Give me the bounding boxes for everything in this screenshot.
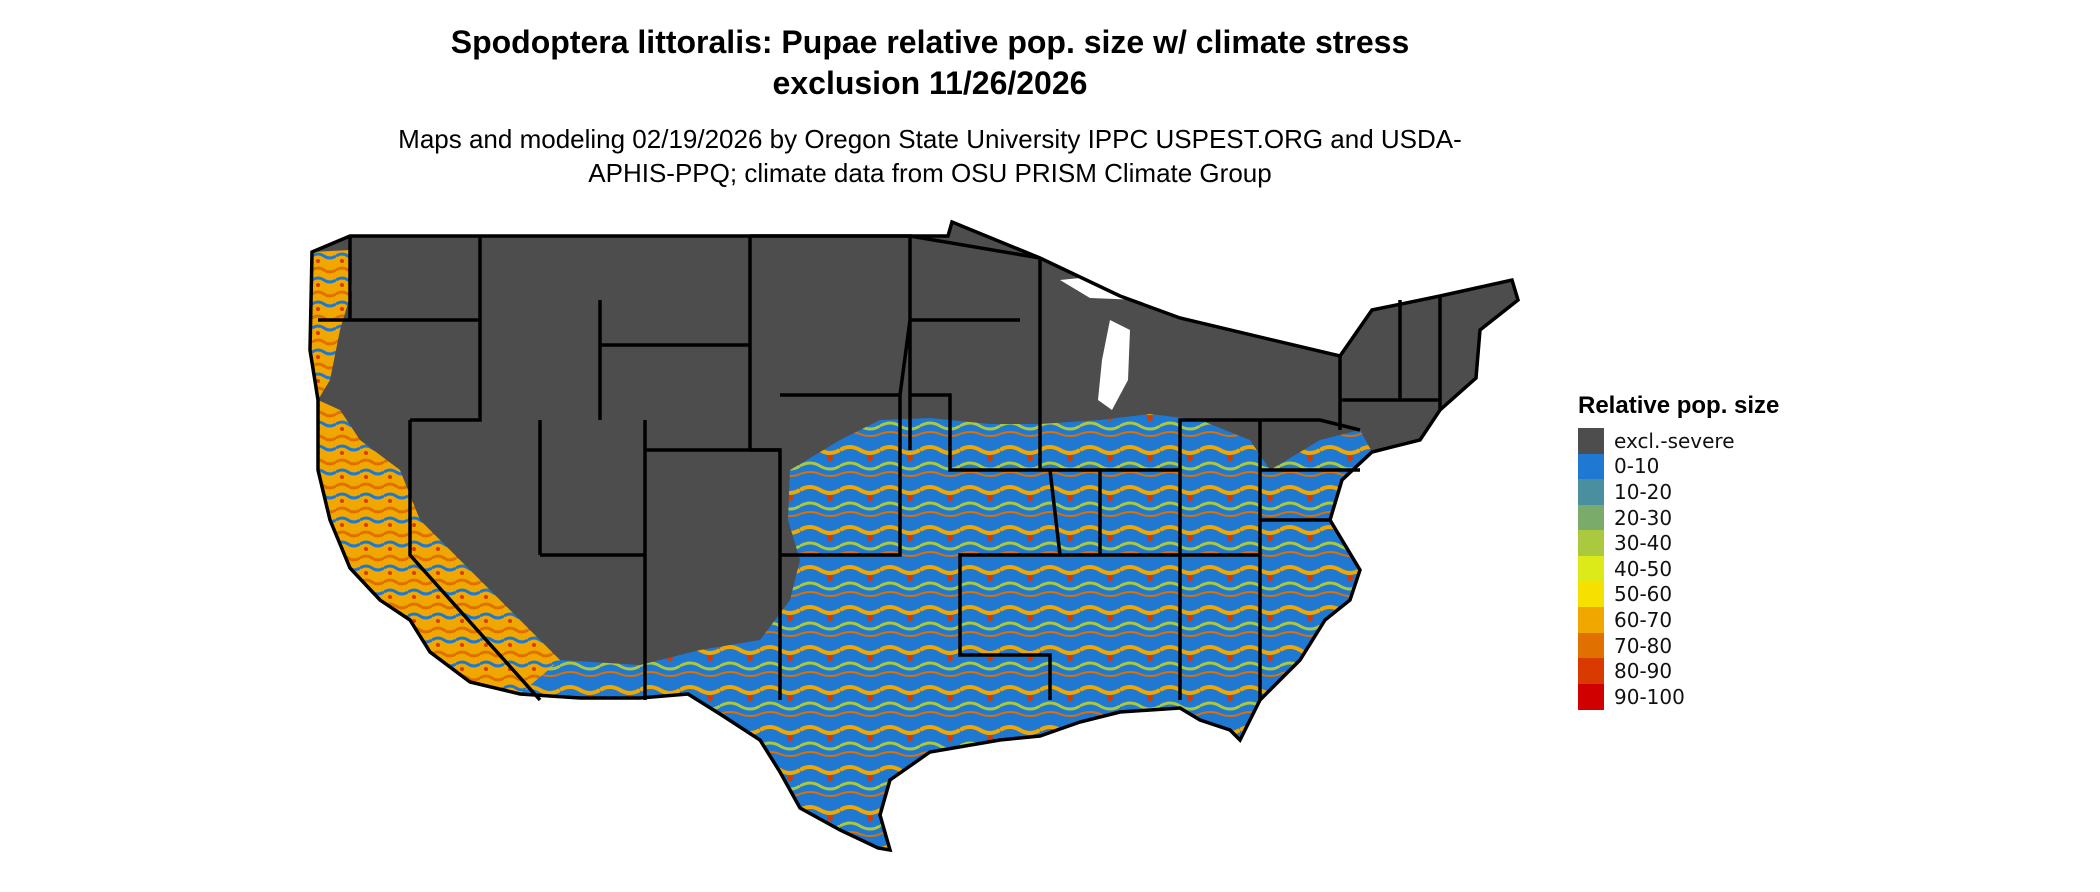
legend-label: 10-20 xyxy=(1614,479,1673,504)
legend-swatch xyxy=(1578,428,1604,454)
legend-item: 90-100 xyxy=(1578,683,1779,710)
lake-michigan xyxy=(1098,320,1130,410)
legend-swatch xyxy=(1578,683,1604,710)
populated-zone-west xyxy=(318,400,560,694)
legend-swatch xyxy=(1578,658,1604,684)
legend-label: excl.-severe xyxy=(1614,428,1735,453)
legend-label: 0-10 xyxy=(1614,454,1660,479)
legend-item: 40-50 xyxy=(1578,555,1779,582)
legend-item: 20-30 xyxy=(1578,504,1779,531)
legend-label: 40-50 xyxy=(1614,556,1673,581)
legend: Relative pop. size excl.-severe 0-10 10-20… xyxy=(1578,392,1779,710)
legend-label: 90-100 xyxy=(1614,684,1685,709)
map-subtitle: Maps and modeling 02/19/2026 by Oregon S… xyxy=(398,124,1462,188)
legend-swatch xyxy=(1578,581,1604,608)
map-title: Spodoptera littoralis: Pupae relative po… xyxy=(450,24,1410,101)
legend-item: 50-60 xyxy=(1578,581,1779,608)
legend-item: 80-90 xyxy=(1578,658,1779,684)
legend-swatch xyxy=(1578,530,1604,556)
legend-swatch xyxy=(1578,504,1604,531)
legend-label: 80-90 xyxy=(1614,659,1673,684)
legend-item: 60-70 xyxy=(1578,607,1779,633)
legend-item: 70-80 xyxy=(1578,632,1779,659)
legend-swatch xyxy=(1578,453,1604,480)
legend-label: 60-70 xyxy=(1614,607,1673,632)
legend-swatch xyxy=(1578,555,1604,582)
legend-title: Relative pop. size xyxy=(1578,392,1780,419)
legend-label: 20-30 xyxy=(1614,505,1673,530)
legend-item: 30-40 xyxy=(1578,530,1779,556)
legend-swatch xyxy=(1578,632,1604,659)
populated-zone-northwest xyxy=(310,250,352,400)
legend-label: 30-40 xyxy=(1614,531,1673,556)
populated-zone-south xyxy=(500,414,1372,850)
legend-item: excl.-severe xyxy=(1578,428,1779,454)
legend-item: 10-20 xyxy=(1578,479,1779,505)
legend-swatch xyxy=(1578,607,1604,633)
legend-label: 50-60 xyxy=(1614,582,1673,607)
legend-label: 70-80 xyxy=(1614,633,1673,658)
legend-item: 0-10 xyxy=(1578,453,1779,480)
state-borders xyxy=(308,219,1521,853)
legend-swatch xyxy=(1578,479,1604,505)
legend-items: excl.-severe 0-10 10-20 20-30 30-40 40-50 50-6… xyxy=(1578,428,1779,710)
